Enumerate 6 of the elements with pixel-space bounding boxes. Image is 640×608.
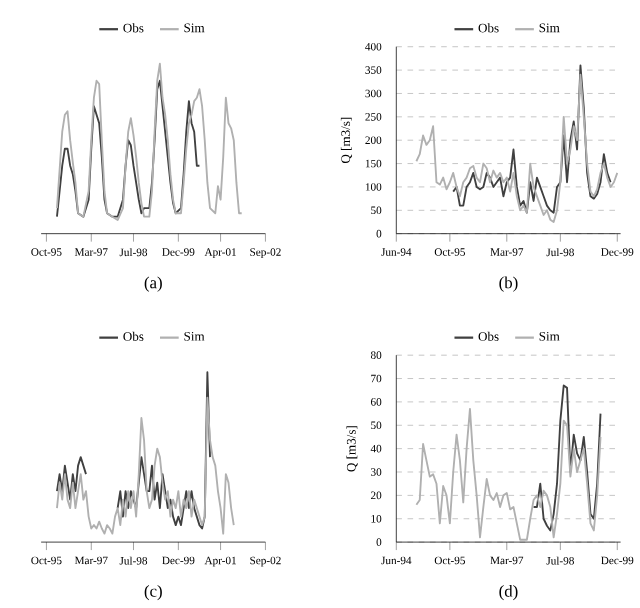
line-series <box>452 64 612 214</box>
text: (a) <box>144 276 162 292</box>
text: (b) <box>499 276 518 292</box>
text: (d) <box>499 585 518 601</box>
line-series <box>532 384 602 532</box>
text: (c) <box>144 585 162 601</box>
